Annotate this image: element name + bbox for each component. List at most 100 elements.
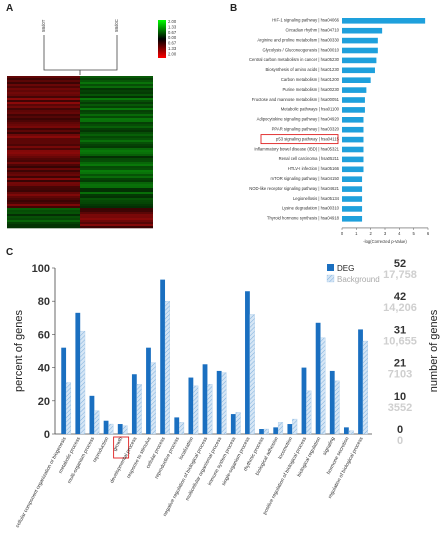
heatmap-cell bbox=[7, 198, 80, 201]
heatmap-cell bbox=[7, 156, 80, 159]
pathway-bar bbox=[342, 87, 367, 93]
heatmap-cell bbox=[80, 130, 153, 133]
heatmap-cell bbox=[80, 110, 153, 113]
heatmap-cell bbox=[7, 182, 80, 185]
heatmap-cell bbox=[80, 194, 153, 197]
heatmap-cell bbox=[80, 222, 153, 225]
heatmap-cell bbox=[80, 168, 153, 171]
go-category-label: signaling bbox=[322, 436, 337, 456]
background-bar bbox=[65, 382, 72, 435]
heatmap-grid bbox=[7, 76, 153, 229]
heatmap-cell bbox=[80, 136, 153, 139]
pathway-bar bbox=[342, 156, 364, 163]
heatmap-cell bbox=[80, 212, 153, 215]
heatmap-cell bbox=[80, 88, 153, 91]
heatmap-cell bbox=[7, 100, 80, 103]
right-tick-bg: 10,655 bbox=[383, 335, 417, 347]
deg-bar bbox=[188, 377, 194, 434]
heatmap-cell bbox=[7, 184, 80, 187]
heatmap-cell bbox=[80, 90, 153, 93]
heatmap-cell bbox=[80, 126, 153, 129]
pathway-label: Arginine and proline metabolism | hsa003… bbox=[257, 37, 339, 42]
pathway-bar bbox=[342, 47, 378, 54]
heatmap-cell bbox=[7, 170, 80, 173]
go-category-label: cellular component organization or bioge… bbox=[15, 436, 68, 529]
heatmap-cell bbox=[7, 98, 80, 101]
heatmap-cell bbox=[7, 138, 80, 141]
heatmap-cell bbox=[7, 188, 80, 191]
heatmap-cell bbox=[80, 120, 153, 123]
right-tick-deg: 21 bbox=[394, 358, 406, 370]
heatmap-cell bbox=[80, 142, 153, 145]
heatmap-cell bbox=[80, 150, 153, 153]
heatmap-cell bbox=[7, 178, 80, 181]
x-tick-label: 3 bbox=[384, 231, 387, 236]
heatmap-cell bbox=[7, 216, 80, 219]
deg-bar bbox=[343, 427, 349, 434]
heatmap-cell bbox=[80, 124, 153, 127]
heatmap-cell bbox=[7, 110, 80, 113]
y-tick-label: 60 bbox=[38, 329, 50, 341]
pathway-bar bbox=[342, 77, 371, 83]
pathway-bar bbox=[342, 146, 364, 153]
pathway-bar bbox=[342, 166, 364, 173]
pathway-bar bbox=[342, 196, 363, 202]
heatmap-cell bbox=[80, 94, 153, 97]
heatmap-panel: 5Bd0T 5Bd0C 2.001.330.670.000.671.332.00 bbox=[7, 19, 177, 229]
heatmap-cell bbox=[7, 186, 80, 189]
heatmap-cell bbox=[80, 86, 153, 89]
background-bar bbox=[320, 337, 326, 435]
pathway-label: Glycolysis / Gluconeogenesis | hsa00010 bbox=[262, 47, 339, 52]
heatmap-cell bbox=[7, 162, 80, 165]
heatmap-cell bbox=[7, 210, 80, 213]
panel-label-b: B bbox=[230, 3, 237, 14]
heatmap-cell bbox=[7, 104, 80, 107]
heatmap-cell bbox=[7, 80, 80, 83]
heatmap-cell bbox=[80, 184, 153, 187]
heatmap-cell bbox=[80, 138, 153, 141]
heatmap-cell bbox=[80, 178, 153, 181]
heatmap-cell bbox=[80, 174, 153, 177]
heatmap-cell bbox=[80, 190, 153, 193]
heatmap-cell bbox=[80, 166, 153, 169]
y-tick-label: 40 bbox=[38, 363, 50, 375]
pathway-label: NOD-like receptor signaling pathway | hs… bbox=[249, 186, 339, 191]
heatmap-cell bbox=[7, 158, 80, 161]
heatmap-cell bbox=[7, 160, 80, 163]
heatmap-cell bbox=[80, 182, 153, 185]
right-tick-bg: 14,206 bbox=[383, 302, 417, 314]
background-bar bbox=[179, 422, 185, 435]
heatmap-cell bbox=[80, 226, 153, 229]
heatmap-cell bbox=[7, 126, 80, 129]
heatmap-cell bbox=[7, 204, 80, 207]
heatmap-cell bbox=[80, 170, 153, 173]
y-axis-title: percent of genes bbox=[13, 310, 25, 392]
heatmap-cell bbox=[7, 148, 80, 151]
right-tick-deg: 0 bbox=[397, 424, 403, 436]
deg-bar bbox=[75, 312, 81, 434]
heatmap-cell bbox=[80, 198, 153, 201]
heatmap-cell bbox=[80, 128, 153, 131]
heatmap-cell bbox=[7, 200, 80, 203]
heatmap-cell bbox=[7, 112, 80, 115]
pathway-label: Purine metabolism | hsa00230 bbox=[283, 87, 340, 92]
heatmap-cell bbox=[7, 102, 80, 105]
heatmap-cell bbox=[7, 168, 80, 171]
y-tick-label: 20 bbox=[38, 396, 50, 408]
heatmap-cell bbox=[80, 176, 153, 179]
highlight-box-growth bbox=[113, 436, 130, 459]
heatmap-cell bbox=[80, 108, 153, 111]
y-tick-label: 80 bbox=[38, 296, 50, 308]
pathway-label: HTLV-I infection | hsa05166 bbox=[288, 166, 340, 171]
pathway-label: Central carbon metabolism in cancer | hs… bbox=[249, 57, 340, 62]
deg-bar bbox=[358, 329, 363, 434]
heatmap-cell bbox=[7, 106, 80, 109]
background-bar bbox=[306, 390, 312, 435]
heatmap-cell bbox=[7, 218, 80, 221]
color-scale-label: 2.00 bbox=[168, 19, 177, 24]
heatmap-cell bbox=[7, 146, 80, 149]
heatmap-cell bbox=[7, 222, 80, 225]
background-bar bbox=[235, 412, 241, 435]
legend-swatch-deg bbox=[327, 264, 334, 271]
